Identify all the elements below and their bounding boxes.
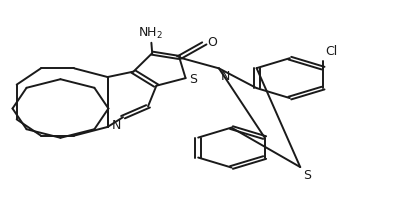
Text: NH$_2$: NH$_2$ [138,26,163,41]
Text: N: N [221,70,230,83]
Text: Cl: Cl [325,45,337,58]
Text: S: S [304,169,311,182]
Text: O: O [208,36,218,49]
Text: N: N [112,119,121,132]
Text: S: S [189,73,197,86]
